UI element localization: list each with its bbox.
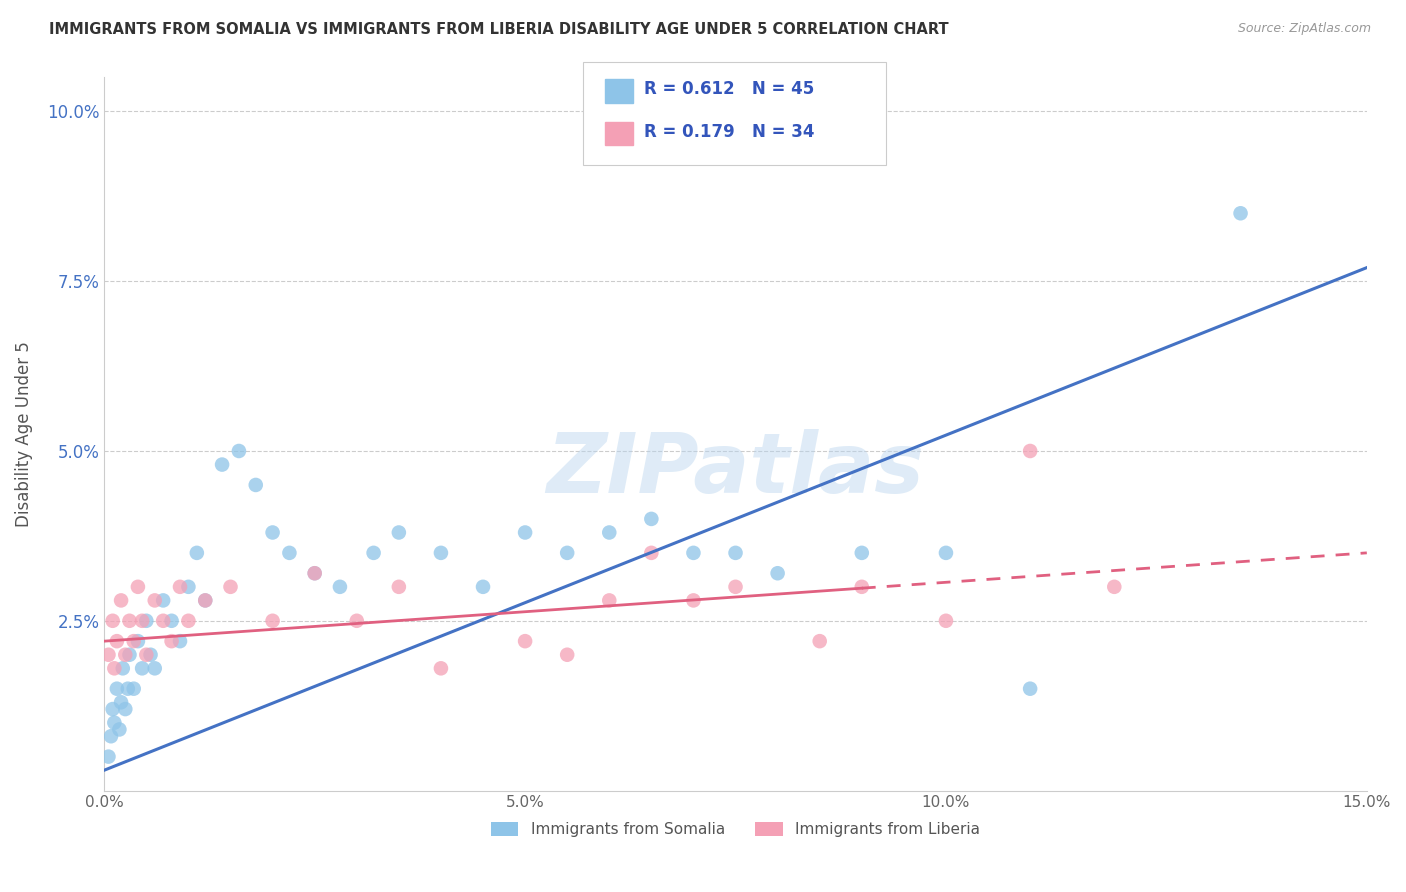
Point xyxy=(724,546,747,560)
Point xyxy=(245,478,267,492)
Point xyxy=(177,580,200,594)
Point xyxy=(105,681,128,696)
Point xyxy=(111,661,134,675)
Point xyxy=(135,648,157,662)
Point xyxy=(598,593,620,607)
Point xyxy=(1104,580,1126,594)
Point xyxy=(127,634,149,648)
Point xyxy=(1019,681,1042,696)
Point xyxy=(219,580,242,594)
Point xyxy=(388,525,411,540)
Point xyxy=(139,648,162,662)
Point xyxy=(228,444,250,458)
Point xyxy=(97,749,120,764)
Point xyxy=(363,546,385,560)
Point xyxy=(117,681,139,696)
Point xyxy=(135,614,157,628)
Point xyxy=(131,614,153,628)
Point xyxy=(143,593,166,607)
Point xyxy=(186,546,208,560)
Point xyxy=(555,648,578,662)
Point xyxy=(118,614,141,628)
Point xyxy=(152,614,174,628)
Point xyxy=(194,593,217,607)
Point xyxy=(851,546,873,560)
Text: IMMIGRANTS FROM SOMALIA VS IMMIGRANTS FROM LIBERIA DISABILITY AGE UNDER 5 CORREL: IMMIGRANTS FROM SOMALIA VS IMMIGRANTS FR… xyxy=(49,22,949,37)
Point xyxy=(329,580,352,594)
Text: Source: ZipAtlas.com: Source: ZipAtlas.com xyxy=(1237,22,1371,36)
Point xyxy=(105,634,128,648)
Point xyxy=(682,546,704,560)
Point xyxy=(640,512,662,526)
Point xyxy=(131,661,153,675)
Text: ZIPatlas: ZIPatlas xyxy=(547,429,925,510)
Point xyxy=(388,580,411,594)
Point xyxy=(127,580,149,594)
Point xyxy=(110,593,132,607)
Point xyxy=(101,702,124,716)
Legend: Immigrants from Somalia, Immigrants from Liberia: Immigrants from Somalia, Immigrants from… xyxy=(485,816,986,844)
Point xyxy=(160,634,183,648)
Point xyxy=(143,661,166,675)
Point xyxy=(724,580,747,594)
Point xyxy=(935,614,957,628)
Point xyxy=(122,681,145,696)
Point xyxy=(108,723,131,737)
Point xyxy=(101,614,124,628)
Point xyxy=(304,566,326,581)
Point xyxy=(118,648,141,662)
Point xyxy=(177,614,200,628)
Point xyxy=(513,525,536,540)
Point xyxy=(598,525,620,540)
Point xyxy=(262,614,284,628)
Point xyxy=(97,648,120,662)
Point xyxy=(430,546,453,560)
Point xyxy=(262,525,284,540)
Text: R = 0.179   N = 34: R = 0.179 N = 34 xyxy=(644,123,814,141)
Point xyxy=(430,661,453,675)
Point xyxy=(346,614,368,628)
Point xyxy=(194,593,217,607)
Text: R = 0.612   N = 45: R = 0.612 N = 45 xyxy=(644,80,814,98)
Point xyxy=(304,566,326,581)
Point xyxy=(808,634,831,648)
Point xyxy=(278,546,301,560)
Point xyxy=(1019,444,1042,458)
Point xyxy=(122,634,145,648)
Point xyxy=(114,702,136,716)
Point xyxy=(766,566,789,581)
Point xyxy=(1229,206,1251,220)
Point xyxy=(211,458,233,472)
Point xyxy=(851,580,873,594)
Point xyxy=(935,546,957,560)
Point xyxy=(169,580,191,594)
Point xyxy=(103,715,125,730)
Point xyxy=(100,729,122,743)
Y-axis label: Disability Age Under 5: Disability Age Under 5 xyxy=(15,341,32,527)
Point xyxy=(472,580,495,594)
Point xyxy=(682,593,704,607)
Point xyxy=(110,695,132,709)
Point xyxy=(169,634,191,648)
Point xyxy=(103,661,125,675)
Point xyxy=(555,546,578,560)
Point xyxy=(640,546,662,560)
Point xyxy=(152,593,174,607)
Point xyxy=(114,648,136,662)
Point xyxy=(513,634,536,648)
Point xyxy=(160,614,183,628)
